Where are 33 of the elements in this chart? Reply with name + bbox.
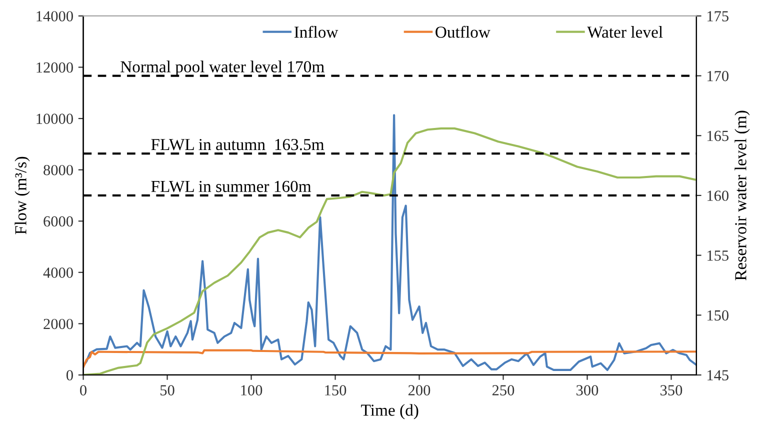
x-tick-label: 200 bbox=[408, 385, 430, 396]
y-tick-label: 14000 bbox=[36, 11, 73, 22]
y-tick-label: 4000 bbox=[43, 268, 73, 278]
y2-tick-label: 170 bbox=[708, 70, 728, 82]
ref-line-label: FLWL in autumn 163.5m bbox=[151, 138, 324, 150]
y2-tick-label: 165 bbox=[708, 130, 728, 142]
legend-label: Inflow bbox=[294, 26, 338, 38]
y2-tick-label: 155 bbox=[708, 250, 728, 261]
x-tick-label: 250 bbox=[492, 385, 514, 396]
x-tick-label: 50 bbox=[160, 385, 174, 396]
y-tick-label: 12000 bbox=[36, 62, 73, 73]
y2-axis-title: Reservoir water level (m) bbox=[734, 110, 750, 280]
y-tick-label: 6000 bbox=[44, 216, 73, 227]
line-series bbox=[83, 349, 696, 368]
x-axis-title: Time (d) bbox=[361, 404, 418, 420]
y-axis-title: Flow (m³/s) bbox=[14, 156, 30, 234]
y2-tick-label: 160 bbox=[708, 190, 728, 201]
x-tick-label: 0 bbox=[80, 385, 87, 396]
y-tick-label: 0 bbox=[66, 370, 73, 380]
x-tick-label: 350 bbox=[660, 385, 682, 396]
y2-tick-label: 175 bbox=[708, 11, 728, 22]
y-tick-label: 8000 bbox=[44, 164, 73, 176]
x-tick-label: 300 bbox=[576, 385, 598, 396]
ref-line-label: FLWL in summer 160m bbox=[151, 180, 312, 192]
y2-tick-label: 145 bbox=[708, 370, 728, 380]
y2-tick-label: 150 bbox=[708, 310, 728, 321]
ref-line-label: Normal pool water level 170m bbox=[120, 60, 324, 76]
legend-label: Outflow bbox=[436, 26, 490, 38]
legend-label: Water level bbox=[587, 26, 663, 38]
y-tick-label: 10000 bbox=[36, 114, 73, 124]
x-tick-label: 150 bbox=[325, 385, 346, 396]
y-tick-label: 2000 bbox=[44, 318, 73, 330]
x-tick-label: 100 bbox=[241, 385, 262, 396]
